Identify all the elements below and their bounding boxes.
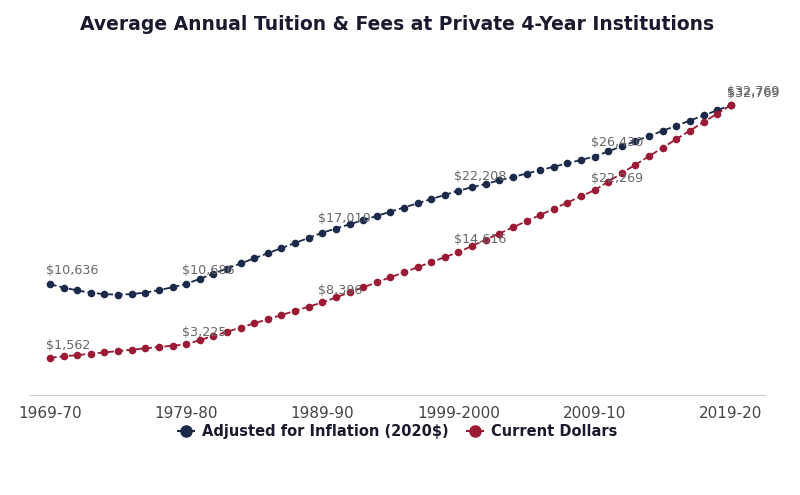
Text: $26,430: $26,430: [590, 136, 643, 149]
Legend: Adjusted for Inflation (2020$), Current Dollars: Adjusted for Inflation (2020$), Current …: [171, 418, 623, 445]
Text: $14,616: $14,616: [454, 234, 506, 247]
Text: $8,396: $8,396: [318, 284, 362, 297]
Text: $22,208: $22,208: [454, 170, 506, 183]
Text: $22,269: $22,269: [590, 171, 642, 185]
Text: $32,769: $32,769: [726, 87, 779, 99]
Text: $10,686: $10,686: [182, 264, 234, 277]
Text: $32,769: $32,769: [726, 85, 779, 98]
Text: $10,636: $10,636: [46, 264, 98, 277]
Text: $1,562: $1,562: [46, 339, 90, 352]
Text: $17,010: $17,010: [318, 212, 371, 225]
Title: Average Annual Tuition & Fees at Private 4-Year Institutions: Average Annual Tuition & Fees at Private…: [80, 15, 714, 34]
Text: $3,225: $3,225: [182, 326, 226, 339]
